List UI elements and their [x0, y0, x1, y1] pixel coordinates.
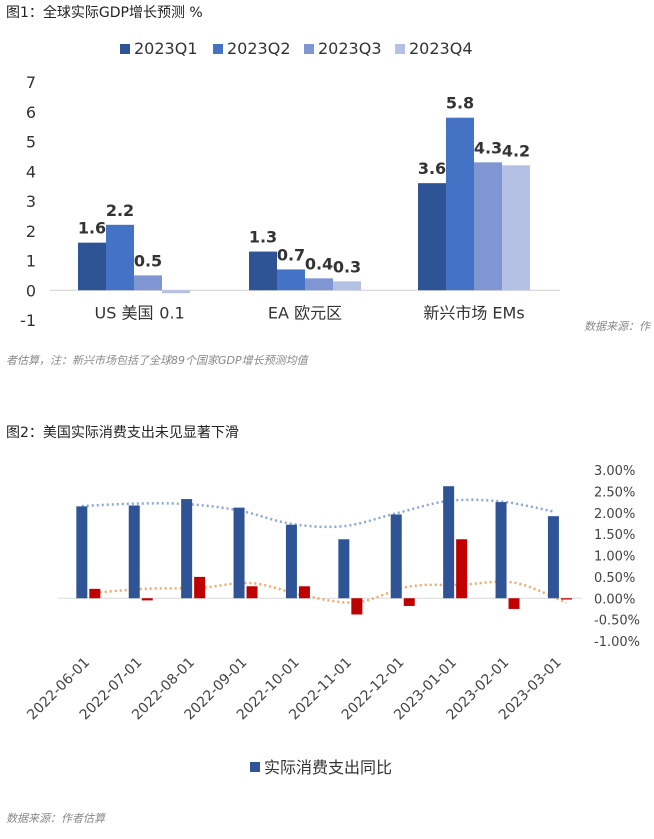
chart2-bar-red	[456, 539, 468, 599]
chart2-bar-red	[246, 586, 258, 599]
chart1-data-label: 5.8	[446, 94, 474, 113]
chart2-bar-red	[141, 598, 153, 601]
chart2-y-tick: 0.00%	[594, 592, 635, 607]
figure2-title: 图2：美国实际消费支出未见显著下滑	[6, 425, 239, 441]
chart1-data-label: 1.3	[249, 228, 277, 247]
chart1-bar	[249, 251, 277, 291]
chart1-data-label: 3.6	[418, 159, 446, 178]
chart2-bar-consumption	[390, 514, 402, 599]
chart1-data-label: 2.2	[106, 201, 134, 220]
figure1-source: 数据来源：作	[584, 320, 650, 333]
chart2-y-tick: -1.00%	[594, 635, 640, 650]
chart2-bar-consumption	[547, 516, 559, 599]
chart2-legend-swatch	[250, 762, 260, 772]
chart1-bar	[277, 269, 305, 291]
consumption-chart: 3.00% 2.50% 2.00% 1.50% 1.00% 0.50% 0.00% -0.50…	[24, 464, 640, 777]
chart1-data-label: 1.6	[78, 219, 106, 238]
chart1-y-tick: 0	[26, 281, 36, 300]
chart2-y-tick: 2.50%	[594, 485, 635, 500]
chart1-legend-label: 2023Q3	[318, 39, 382, 58]
chart1-y-tick: 4	[26, 162, 36, 181]
chart2-legend-label: 实际消费支出同比	[264, 758, 392, 777]
figure1-title: 图1：全球实际GDP增长预测 %	[6, 5, 203, 21]
chart1-data-labels: 1.62.2 0.5 0.1 1.30.7 0.4 0.3 3.6 5.8 4.3 4.2	[78, 94, 530, 323]
chart1-category-labels: US 美国 EA 欧元区 新兴市场 EMs	[95, 303, 525, 322]
chart1-y-tick: -1	[20, 311, 36, 330]
chart1-data-label: 0.7	[277, 245, 305, 264]
figure1-note: 者估算，注：新兴市场包括了全球89个国家GDP增长预测均值	[6, 354, 308, 367]
chart1-legend-swatch	[120, 44, 130, 54]
chart1-bar	[162, 290, 190, 294]
chart1-data-label: 4.3	[474, 138, 502, 157]
chart2-y-tick: 0.50%	[594, 571, 635, 586]
chart2-bar-red	[560, 598, 572, 600]
chart2-y-tick: 1.50%	[594, 528, 635, 543]
chart1-bar	[474, 162, 502, 291]
chart2-y-tick: 2.00%	[594, 507, 635, 522]
chart2-bar-consumption	[128, 505, 140, 599]
chart1-y-tick: 7	[26, 73, 36, 92]
chart2-bar-red	[89, 588, 101, 599]
chart2-bar-red	[403, 598, 415, 606]
chart1-y-tick: 2	[26, 222, 36, 241]
chart2-bar-consumption	[443, 486, 455, 599]
chart1-y-tick: 3	[26, 192, 36, 211]
chart1-bar	[78, 242, 106, 291]
chart2-y-axis: 3.00% 2.50% 2.00% 1.50% 1.00% 0.50% 0.00% -0.50…	[594, 464, 640, 650]
chart1-data-label: 0.5	[134, 251, 162, 270]
chart1-legend-swatch	[213, 44, 223, 54]
chart2-bar-red	[351, 598, 363, 615]
chart2-bar-consumption	[495, 502, 507, 599]
chart1-legend-label: 2023Q1	[134, 39, 198, 58]
chart1-y-tick: 5	[26, 133, 36, 152]
chart1-legend-label: 2023Q4	[409, 39, 473, 58]
chart1-bar	[446, 117, 474, 291]
chart1-data-label: 0.1	[159, 303, 184, 322]
chart1-legend-swatch	[304, 44, 314, 54]
chart2-bar-consumption	[285, 524, 297, 599]
chart2-bars	[76, 486, 572, 615]
chart1-category-label: EA 欧元区	[268, 303, 342, 322]
chart1-data-label: 0.3	[333, 257, 361, 276]
chart1-bar	[502, 165, 530, 291]
chart1-bar	[418, 183, 446, 291]
chart1-bar	[106, 224, 134, 291]
chart1-legend: 2023Q1 2023Q2 2023Q3 2023Q4	[120, 39, 473, 58]
chart2-bar-consumption	[181, 499, 193, 599]
figure2-source: 数据来源：作者估算	[6, 812, 105, 825]
chart1-legend-label: 2023Q2	[227, 39, 291, 58]
chart2-y-tick: 3.00%	[594, 464, 635, 479]
chart1-y-axis: -1 0 1 2 3 4 5 6 7	[20, 73, 36, 330]
chart2-bar-consumption	[233, 507, 245, 599]
chart1-y-tick: 1	[26, 252, 36, 271]
chart2-y-tick: -0.50%	[594, 614, 640, 629]
chart2-bar-consumption	[76, 506, 88, 599]
chart1-category-label: US 美国	[95, 303, 154, 322]
chart2-bar-red	[298, 586, 310, 599]
chart1-category-label: 新兴市场 EMs	[423, 303, 524, 322]
chart2-y-tick: 1.00%	[594, 550, 635, 565]
chart2-legend: 实际消费支出同比	[250, 758, 392, 777]
chart2-category-labels: 2022-06-012022-07-012022-08-012022-09-01…	[24, 655, 564, 724]
chart1-bar	[333, 281, 361, 291]
chart1-data-label: 4.2	[502, 141, 530, 160]
chart1-bars	[78, 117, 530, 294]
chart1-data-label: 0.4	[305, 254, 333, 273]
chart1-bar	[134, 275, 162, 291]
chart2-trendline-consumption	[81, 498, 554, 529]
chart1-bar	[305, 278, 333, 291]
chart2-bar-red	[508, 598, 520, 609]
chart1-legend-swatch	[395, 44, 405, 54]
chart2-bar-red	[194, 576, 206, 599]
chart1-y-tick: 6	[26, 103, 36, 122]
chart2-bar-consumption	[338, 539, 350, 599]
